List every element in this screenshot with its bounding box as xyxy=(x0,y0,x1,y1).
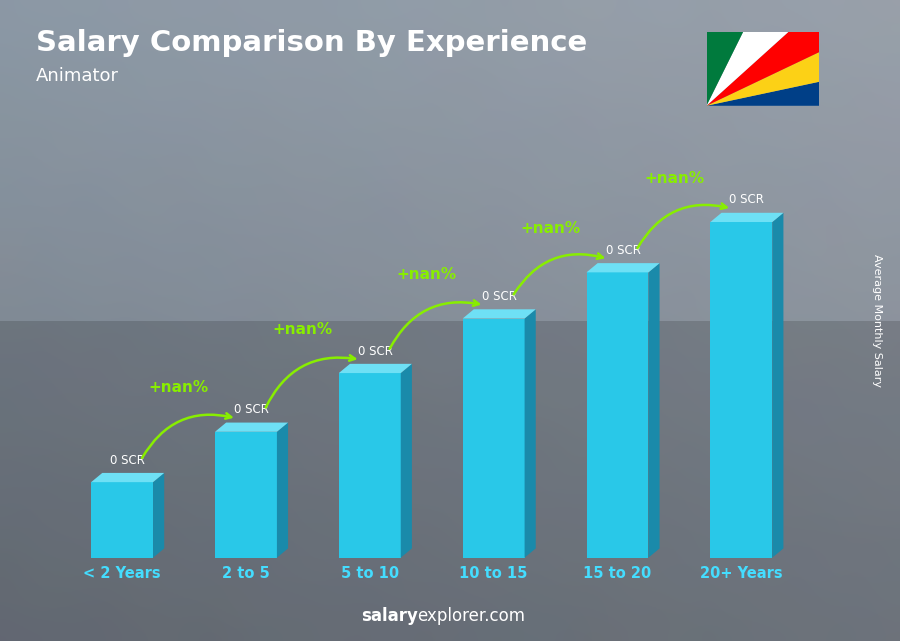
Polygon shape xyxy=(706,32,819,106)
Polygon shape xyxy=(91,482,153,558)
Text: 0 SCR: 0 SCR xyxy=(358,345,392,358)
Text: Salary Comparison By Experience: Salary Comparison By Experience xyxy=(36,29,587,57)
Text: Animator: Animator xyxy=(36,67,119,85)
Polygon shape xyxy=(463,310,536,319)
Polygon shape xyxy=(587,272,648,558)
Text: 0 SCR: 0 SCR xyxy=(729,194,764,206)
Polygon shape xyxy=(463,319,525,558)
Polygon shape xyxy=(153,473,164,558)
Polygon shape xyxy=(0,320,900,641)
Text: 0 SCR: 0 SCR xyxy=(482,290,517,303)
Text: +nan%: +nan% xyxy=(644,171,704,185)
Polygon shape xyxy=(338,364,412,373)
Polygon shape xyxy=(710,213,783,222)
Polygon shape xyxy=(525,310,535,558)
Polygon shape xyxy=(215,432,277,558)
Polygon shape xyxy=(710,222,772,558)
Text: explorer.com: explorer.com xyxy=(418,607,526,625)
Text: +nan%: +nan% xyxy=(148,380,209,395)
Text: 0 SCR: 0 SCR xyxy=(234,403,269,416)
Polygon shape xyxy=(338,373,400,558)
Polygon shape xyxy=(277,422,288,558)
Polygon shape xyxy=(648,263,660,558)
Text: +nan%: +nan% xyxy=(396,267,456,282)
Polygon shape xyxy=(400,364,412,558)
Polygon shape xyxy=(706,0,776,106)
Text: salary: salary xyxy=(361,607,418,625)
Polygon shape xyxy=(706,0,888,106)
Polygon shape xyxy=(215,422,288,432)
Polygon shape xyxy=(706,60,900,106)
Text: +nan%: +nan% xyxy=(520,221,580,236)
Text: 0 SCR: 0 SCR xyxy=(606,244,641,257)
Text: +nan%: +nan% xyxy=(273,322,333,337)
Polygon shape xyxy=(772,213,783,558)
Text: 0 SCR: 0 SCR xyxy=(110,454,145,467)
Polygon shape xyxy=(706,19,900,106)
Polygon shape xyxy=(706,0,839,106)
Polygon shape xyxy=(587,263,660,272)
Text: Average Monthly Salary: Average Monthly Salary xyxy=(872,254,883,387)
Polygon shape xyxy=(91,473,164,482)
